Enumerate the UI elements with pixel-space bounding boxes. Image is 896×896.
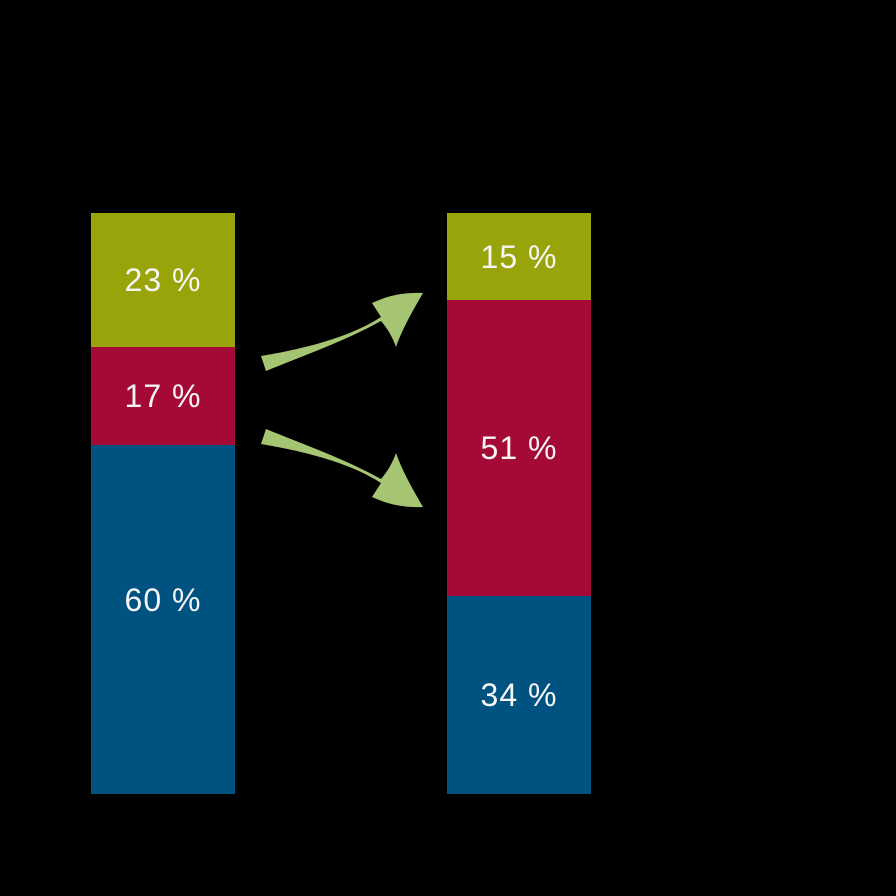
- segment-value-label: 15 %: [480, 238, 558, 275]
- stacked-bar-left: 23 % 17 % 60 %: [91, 213, 235, 794]
- arrow-up-right-icon: [261, 292, 423, 371]
- segment-value-label: 34 %: [480, 677, 558, 714]
- stacked-bar-right: 15 % 51 % 34 %: [447, 213, 591, 794]
- segment-value-label: 17 %: [124, 378, 202, 414]
- segment-blue: 34 %: [447, 596, 591, 794]
- segment-crimson: 51 %: [447, 300, 591, 597]
- segment-olive: 15 %: [447, 213, 591, 301]
- segment-olive: 23 %: [91, 213, 235, 347]
- segment-crimson: 17 %: [91, 346, 235, 446]
- segment-value-label: 51 %: [480, 430, 558, 467]
- segment-value-label: 60 %: [124, 581, 202, 618]
- segment-value-label: 23 %: [124, 261, 202, 298]
- arrow-down-right-icon: [261, 429, 423, 508]
- segment-blue: 60 %: [91, 445, 235, 794]
